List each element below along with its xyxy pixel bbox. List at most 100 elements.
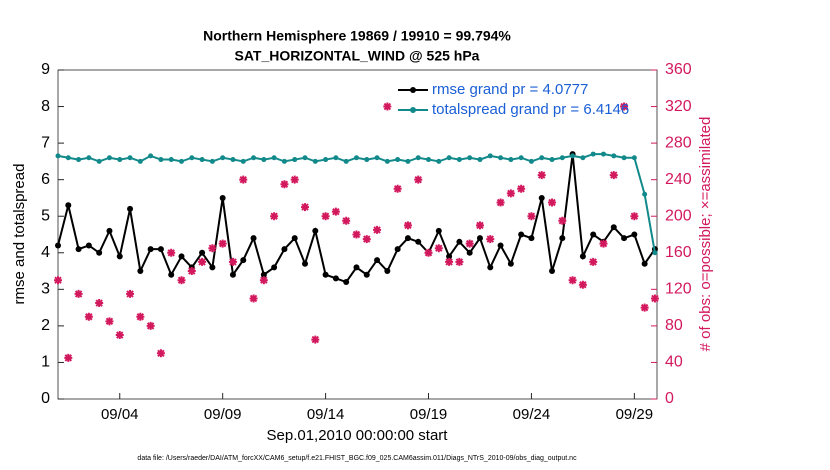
series-marker	[271, 264, 278, 271]
series-marker	[538, 194, 545, 201]
obs-marker	[187, 267, 196, 276]
obs-marker	[105, 317, 114, 326]
series-marker	[394, 246, 401, 253]
series-marker	[476, 235, 483, 242]
series-marker	[116, 253, 123, 260]
obs-marker	[239, 175, 248, 184]
series-marker	[590, 231, 597, 238]
obs-marker	[362, 235, 371, 244]
y2-tick-label: 360	[665, 61, 692, 78]
series-marker	[199, 157, 205, 163]
series-marker	[96, 249, 103, 256]
obs-marker	[156, 349, 165, 358]
series-marker	[631, 155, 637, 161]
series-marker	[230, 157, 236, 163]
series-marker	[415, 155, 421, 161]
series-marker	[507, 260, 514, 267]
series-marker	[528, 158, 534, 164]
obs-marker	[475, 221, 484, 230]
obs-marker	[403, 221, 412, 230]
series-marker	[106, 155, 112, 161]
series-marker	[343, 158, 349, 164]
obs-marker	[620, 102, 629, 111]
obs-marker	[95, 299, 104, 308]
series-marker	[220, 155, 226, 161]
series-marker	[436, 158, 442, 164]
obs-marker	[198, 257, 207, 266]
y2-tick-label: 0	[665, 390, 674, 407]
series-marker	[405, 158, 411, 164]
series-marker	[518, 231, 525, 238]
series-marker	[559, 155, 565, 161]
x-axis-label: Sep.01,2010 00:00:00 start	[267, 427, 449, 444]
obs-marker	[249, 294, 258, 303]
y-tick-label: 3	[41, 281, 50, 298]
obs-marker	[167, 248, 176, 257]
series-marker	[363, 271, 370, 278]
series-marker	[559, 235, 566, 242]
series-marker	[96, 158, 102, 164]
series-marker	[611, 153, 617, 159]
obs-marker	[383, 102, 392, 111]
series-marker	[374, 155, 380, 161]
y2-tick-label: 240	[665, 171, 692, 188]
obs-marker	[527, 212, 536, 221]
obs-marker	[74, 289, 83, 298]
obs-marker	[301, 203, 310, 212]
series-marker	[251, 155, 257, 161]
obs-marker	[259, 276, 268, 285]
x-tick-label: 09/14	[307, 406, 345, 423]
y-tick-label: 7	[41, 134, 50, 151]
obs-marker	[218, 239, 227, 248]
series-marker	[219, 194, 226, 201]
series-marker	[333, 155, 339, 161]
x-tick-label: 09/29	[616, 406, 654, 423]
obs-marker	[455, 257, 464, 266]
obs-marker	[496, 198, 505, 207]
series-marker	[579, 253, 586, 260]
series-marker	[86, 155, 92, 161]
y-tick-label: 9	[41, 61, 50, 78]
series-marker	[229, 271, 236, 278]
series-marker	[106, 227, 113, 234]
series-marker	[549, 268, 556, 275]
y2-tick-label: 320	[665, 98, 692, 115]
chart-title: Northern Hemisphere 19869 / 19910 = 99.7…	[203, 28, 511, 44]
y-tick-label: 5	[41, 207, 50, 224]
obs-marker	[270, 212, 279, 221]
series-marker	[426, 157, 432, 163]
y2-tick-label: 120	[665, 281, 692, 298]
y-tick-label: 4	[41, 244, 50, 261]
series-marker	[580, 155, 586, 161]
obs-marker	[599, 239, 608, 248]
obs-marker	[352, 230, 361, 239]
series-marker	[76, 157, 82, 163]
obs-marker	[84, 312, 93, 321]
obs-marker	[321, 212, 330, 221]
obs-marker	[578, 280, 587, 289]
series-marker	[250, 235, 257, 242]
obs-marker	[228, 257, 237, 266]
series-marker	[148, 153, 154, 159]
obs-marker	[424, 248, 433, 257]
obs-marker	[54, 276, 62, 285]
series-marker	[281, 158, 287, 164]
series-marker	[75, 246, 82, 253]
series-marker	[508, 157, 514, 163]
series-marker	[539, 155, 545, 161]
obs-marker	[548, 198, 557, 207]
x-tick-label: 09/19	[410, 406, 448, 423]
series-marker	[456, 157, 462, 163]
obs-marker	[393, 184, 402, 193]
y-tick-label: 6	[41, 171, 50, 188]
series-marker	[291, 235, 298, 242]
y2-tick-label: 160	[665, 244, 692, 261]
x-tick-label: 09/04	[101, 406, 139, 423]
series-marker	[497, 242, 504, 249]
series-marker	[55, 242, 61, 249]
footnote: data file: /Users/raeder/DAI/ATM_forcXX/…	[137, 455, 577, 462]
series-marker	[127, 205, 134, 212]
series-marker	[600, 151, 606, 157]
series-marker	[446, 253, 453, 260]
series-marker	[467, 155, 473, 161]
